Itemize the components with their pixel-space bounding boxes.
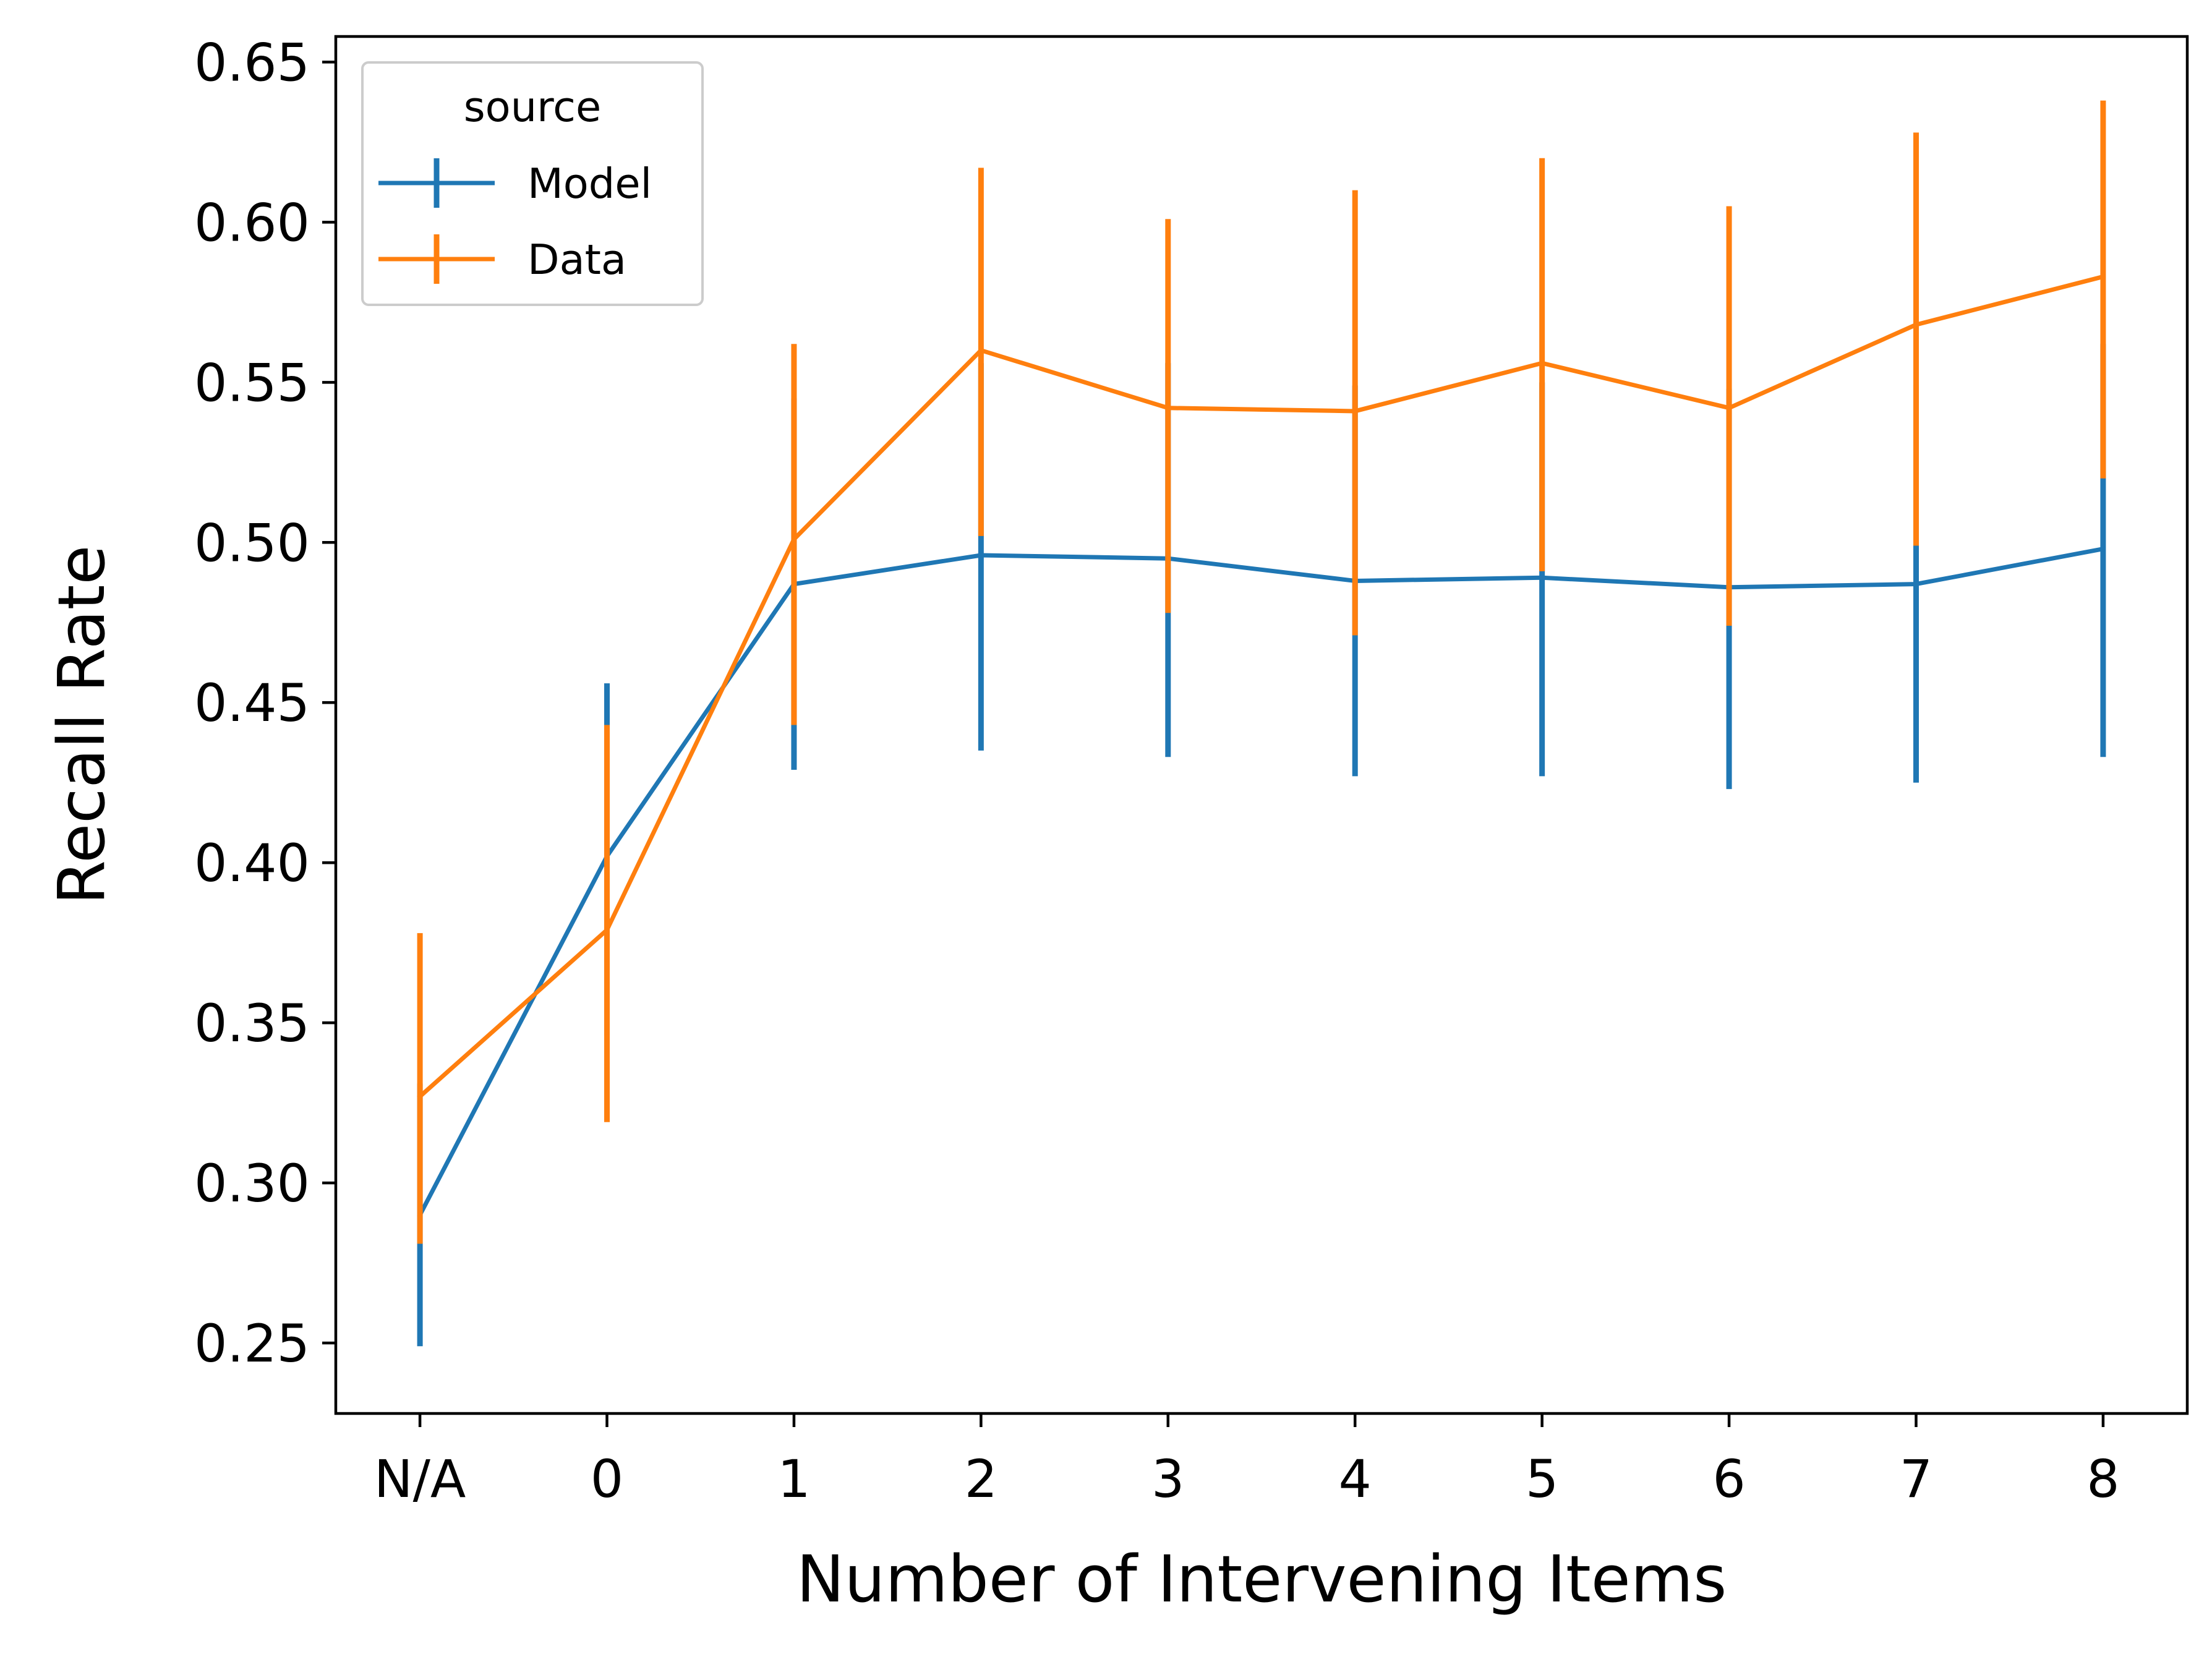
y-tick-label: 0.60: [194, 192, 310, 253]
y-tick-label: 0.65: [194, 32, 310, 93]
x-tick-label: N/A: [374, 1449, 466, 1509]
y-tick-label: 0.25: [194, 1313, 310, 1374]
x-tick-label: 2: [965, 1449, 997, 1509]
x-axis-title: Number of Intervening Items: [796, 1541, 1727, 1617]
legend-box: [361, 61, 704, 306]
legend-label: Data: [527, 236, 626, 284]
x-tick-label: 3: [1151, 1449, 1184, 1509]
x-tick-label: 0: [591, 1449, 623, 1509]
y-tick-label: 0.50: [194, 513, 310, 573]
x-tick-label: 4: [1338, 1449, 1371, 1509]
x-tick-label: 8: [2086, 1449, 2119, 1509]
series-data: [417, 100, 2106, 1244]
y-axis-title: Recall Rate: [44, 545, 119, 905]
x-tick-label: 1: [777, 1449, 810, 1509]
series-layer: [417, 100, 2106, 1347]
y-tick-label: 0.35: [194, 993, 310, 1054]
x-tick-label: 6: [1712, 1449, 1745, 1509]
legend-label: Model: [527, 160, 652, 208]
y-tick-label: 0.45: [194, 673, 310, 733]
legend-entry-model: Model: [378, 158, 652, 208]
legend-entries: Model Data: [378, 158, 652, 284]
legend-entry-data: Data: [378, 234, 626, 284]
y-tick-label: 0.30: [194, 1153, 310, 1214]
series-line-model: [417, 546, 2106, 1218]
ticks-layer: N/A 0 1 2 3 4 5 6 7 8 0.25 0.30 0.35 0.40 0.45 0.50 0.55…: [194, 32, 2120, 1509]
series-line-data: [417, 274, 2106, 1100]
x-tick-label: 7: [1900, 1449, 1932, 1509]
plot-frame: [334, 35, 2189, 1415]
y-tick-label: 0.40: [194, 833, 310, 893]
legend-title: source: [464, 83, 602, 131]
y-tick-label: 0.55: [194, 352, 310, 413]
x-tick-label: 5: [1526, 1449, 1558, 1509]
legend: source Model Data: [361, 61, 704, 306]
